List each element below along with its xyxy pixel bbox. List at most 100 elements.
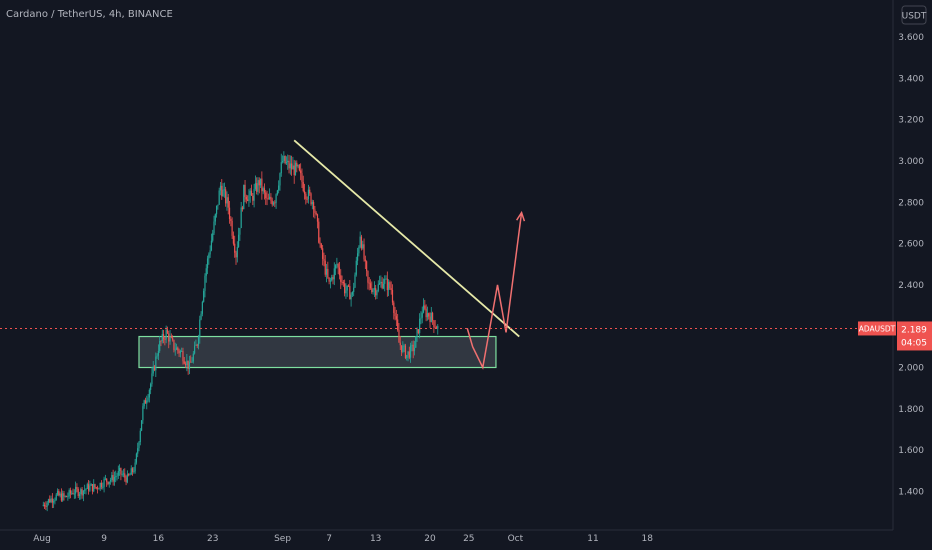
candle (76, 483, 78, 493)
y-tick-label: 3.600 (898, 33, 924, 43)
candle (120, 467, 122, 481)
candle (116, 472, 118, 481)
candle (203, 288, 205, 303)
candle (113, 471, 116, 486)
candle (329, 277, 332, 289)
candle (406, 354, 408, 361)
x-tick-label: 23 (207, 534, 218, 544)
candle (62, 490, 64, 502)
candle (421, 306, 423, 324)
candle (155, 352, 157, 378)
candle (311, 199, 313, 210)
candle (280, 153, 282, 177)
candle (191, 357, 193, 363)
candle (287, 154, 289, 170)
price-axis[interactable]: 3.600 3.400 3.200 3.000 2.800 2.600 2.400 2.000… (898, 33, 924, 497)
candle (204, 273, 206, 298)
candle (103, 476, 105, 493)
x-tick-label: 16 (153, 534, 165, 544)
candle (216, 205, 218, 218)
candle (303, 183, 306, 200)
candle (377, 280, 379, 293)
candle (186, 353, 188, 372)
candle (45, 501, 47, 511)
candle (117, 465, 119, 479)
candle (164, 336, 166, 346)
candle (254, 175, 256, 191)
candle (363, 238, 365, 262)
candle (411, 340, 413, 352)
candle (125, 475, 127, 486)
candle (237, 227, 240, 248)
candle (302, 175, 304, 193)
candle (232, 231, 235, 246)
currency-button[interactable]: USDT (901, 5, 927, 25)
candle (337, 262, 339, 275)
projection-path[interactable] (466, 212, 523, 370)
candle (373, 281, 375, 298)
time-axis[interactable]: Aug 9 16 23 Sep 7 13 20 25 Oct 11 18 (33, 534, 653, 544)
candle (272, 201, 275, 206)
candle (146, 395, 148, 410)
candle (144, 397, 147, 404)
candle (428, 312, 430, 320)
x-tick-label: Aug (33, 534, 51, 544)
candle (325, 263, 328, 283)
candle (150, 382, 152, 395)
candle (90, 483, 92, 486)
candle (147, 393, 149, 403)
candle (278, 180, 280, 194)
y-tick-label: 3.400 (898, 74, 924, 84)
resistance-trendline[interactable] (293, 139, 520, 338)
candle (323, 252, 325, 267)
y-tick-label: 1.600 (898, 446, 924, 456)
candle (333, 262, 335, 286)
candle (349, 280, 351, 300)
candle (121, 470, 123, 477)
current-price-badge: ADAUSDT 2.189 04:05 (858, 321, 932, 351)
candle (135, 452, 138, 465)
candle (318, 218, 320, 244)
support-zone-rect[interactable] (138, 335, 497, 369)
candle (313, 200, 315, 218)
candle (271, 197, 273, 207)
candle (192, 350, 194, 364)
candle (369, 279, 372, 290)
candle (161, 329, 163, 344)
candle (376, 289, 378, 300)
candle (210, 233, 213, 252)
candle (63, 490, 65, 501)
candle (169, 329, 171, 345)
candle (69, 487, 72, 499)
candle (252, 193, 254, 206)
candle (172, 335, 174, 342)
candle (378, 275, 381, 285)
candle (142, 403, 144, 424)
candle (327, 261, 329, 279)
candle (351, 291, 353, 297)
candle (355, 256, 357, 277)
candle (429, 312, 431, 328)
candle (166, 326, 169, 335)
candle (289, 155, 291, 175)
candle (331, 274, 333, 282)
candle (315, 211, 317, 216)
candle (298, 163, 300, 172)
chart-title: Cardano / TetherUS, 4h, BINANCE (6, 9, 173, 20)
candle (367, 270, 369, 290)
candle (87, 480, 90, 495)
current-price-value: 2.189 (901, 325, 927, 335)
candle (228, 200, 231, 224)
candle (395, 309, 397, 327)
candle (269, 188, 271, 200)
candle (47, 498, 50, 506)
candle (292, 156, 294, 170)
candle (97, 485, 99, 494)
candle (283, 151, 285, 164)
candle (225, 186, 227, 207)
candle (431, 311, 434, 325)
y-tick-label: 2.600 (898, 240, 924, 250)
candle (300, 163, 302, 181)
